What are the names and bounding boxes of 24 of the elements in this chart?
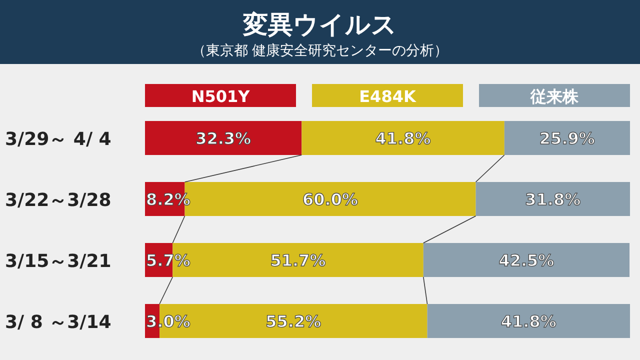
y-tick-label: 3/ 8 ～3/14	[5, 312, 112, 333]
series-label: 従来株	[530, 87, 580, 106]
bar	[427, 304, 630, 338]
data-label: 42.5%	[498, 251, 554, 270]
bar	[423, 243, 630, 277]
bar	[145, 121, 302, 155]
y-tick-label: 3/15～3/21	[5, 251, 112, 272]
bar	[504, 121, 630, 155]
data-label: 51.7%	[270, 251, 326, 270]
chart-subtitle: （東京都 健康安全研究センターの分析）	[192, 43, 448, 59]
chart-title: 変異ウイルス	[242, 10, 397, 39]
y-tick-label: 3/29～ 4/ 4	[5, 129, 112, 150]
bar	[302, 121, 504, 155]
data-label: 41.8%	[375, 129, 431, 148]
data-label: 32.3%	[196, 129, 252, 148]
data-label: 25.9%	[539, 129, 595, 148]
series-label: N501Y	[191, 87, 250, 106]
series-label: E484K	[359, 87, 416, 106]
data-label: 41.8%	[500, 312, 556, 331]
data-label: 31.8%	[525, 190, 581, 209]
data-label: 55.2%	[266, 312, 322, 331]
data-label: 60.0%	[302, 190, 358, 209]
y-tick-label: 3/22～3/28	[5, 190, 112, 211]
bar	[476, 182, 630, 216]
